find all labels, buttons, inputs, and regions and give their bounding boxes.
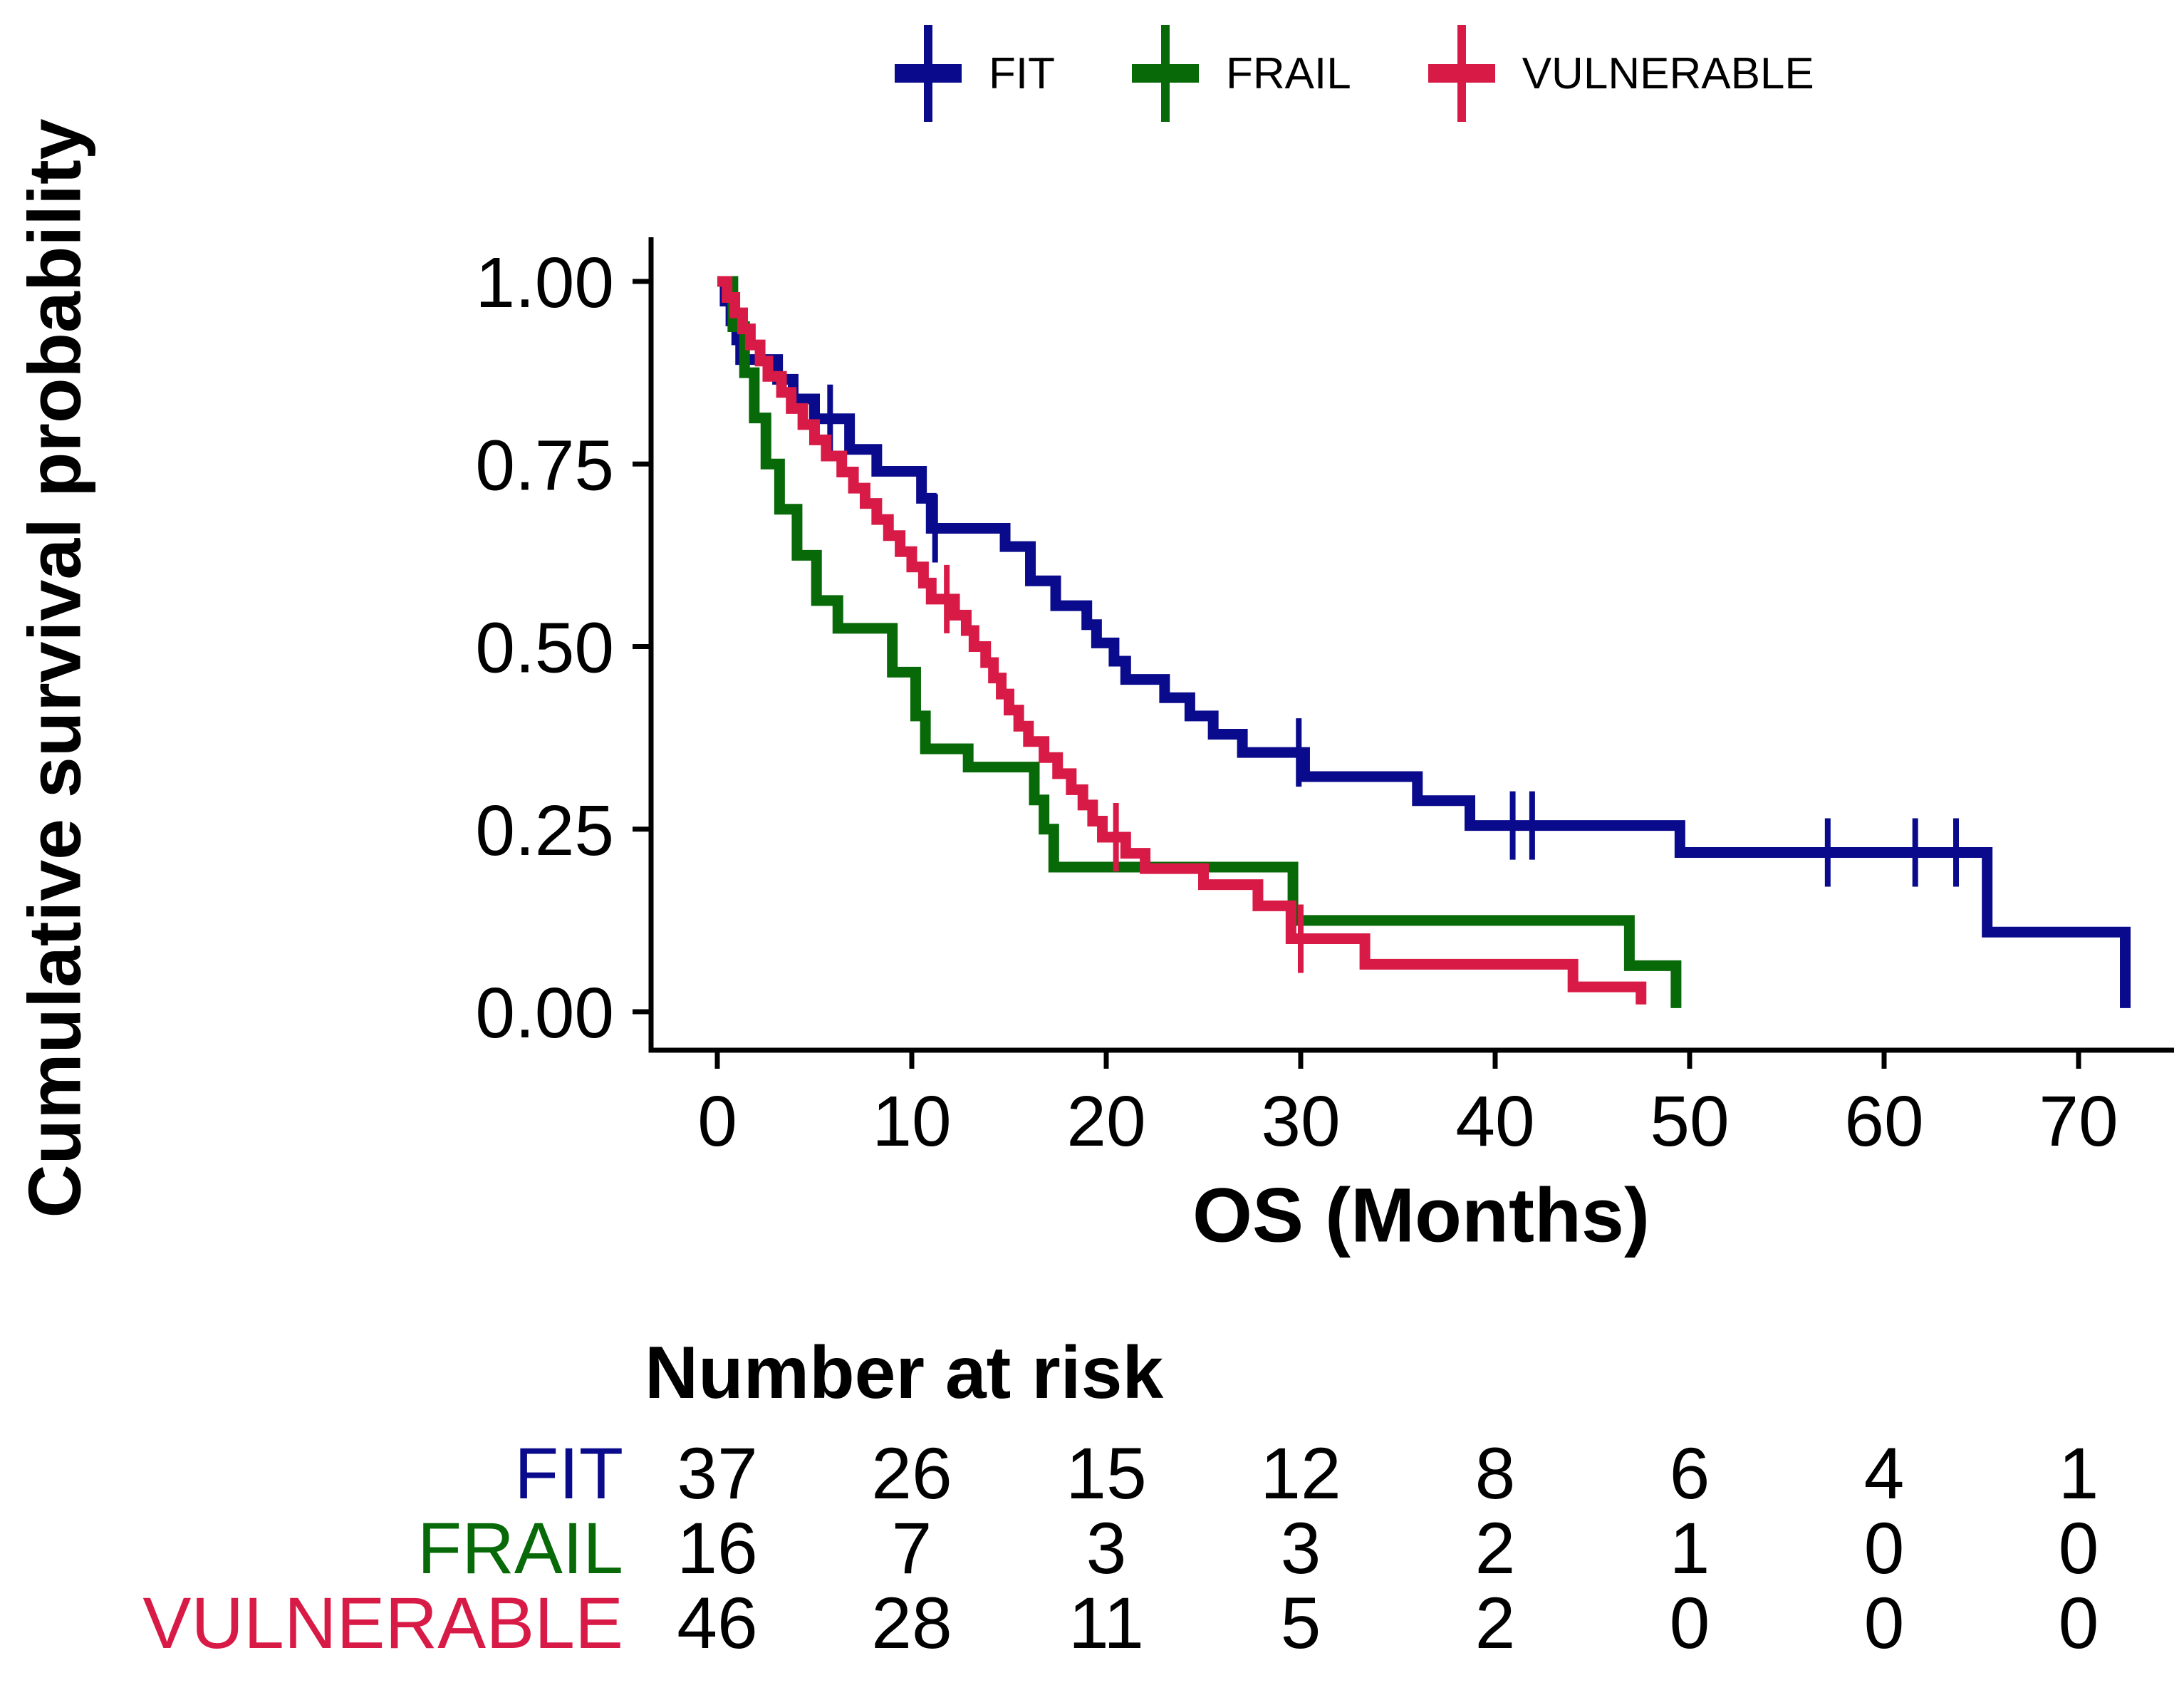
y-tick-label: 1.00 <box>475 243 614 323</box>
y-tick-label: 0.50 <box>475 608 614 688</box>
risk-row-label: FRAIL <box>417 1508 623 1589</box>
risk-count: 16 <box>677 1508 758 1589</box>
x-axis-title: OS (Months) <box>1192 1171 1650 1258</box>
risk-count: 46 <box>677 1582 758 1664</box>
censor-plus-icon <box>895 25 962 122</box>
risk-table-title: Number at risk <box>645 1332 1164 1414</box>
legend-label-frail: FRAIL <box>1225 48 1351 98</box>
legend-label-vulnerable: VULNERABLE <box>1522 48 1814 98</box>
x-tick-label: 10 <box>872 1082 951 1161</box>
legend-marker-bar <box>895 64 962 83</box>
x-tick-label: 40 <box>1455 1082 1534 1161</box>
censor-plus-icon <box>1131 25 1199 122</box>
risk-count: 0 <box>1669 1582 1710 1664</box>
x-tick-label: 0 <box>697 1082 737 1161</box>
risk-count: 0 <box>2058 1508 2099 1589</box>
risk-row-frail: FRAIL 16 7 3 3 2 1 0 0 <box>0 1507 2184 1589</box>
legend-item-fit: FIT <box>889 25 1055 122</box>
risk-count: 1 <box>2058 1433 2099 1514</box>
risk-count: 0 <box>1863 1508 1905 1589</box>
risk-count: 37 <box>677 1433 758 1514</box>
risk-row-label: VULNERABLE <box>142 1582 623 1664</box>
risk-count: 2 <box>1475 1582 1516 1664</box>
risk-count: 12 <box>1260 1433 1341 1514</box>
risk-count: 5 <box>1280 1582 1321 1664</box>
legend-marker-bar <box>1131 64 1199 83</box>
km-curve-fit <box>717 276 2131 1008</box>
risk-count: 8 <box>1475 1433 1516 1514</box>
y-tick-label: 0.75 <box>475 425 614 505</box>
risk-row-vulnerable: VULNERABLE 46 28 11 5 2 0 0 0 <box>0 1582 2184 1664</box>
legend-label-fit: FIT <box>989 48 1055 98</box>
risk-count: 6 <box>1669 1433 1710 1514</box>
risk-count: 3 <box>1086 1508 1127 1589</box>
risk-row-label: FIT <box>514 1433 623 1514</box>
risk-count: 0 <box>1863 1582 1905 1664</box>
risk-count: 3 <box>1280 1508 1321 1589</box>
x-tick-label: 70 <box>2039 1082 2118 1161</box>
x-tick-label: 30 <box>1261 1082 1340 1161</box>
legend-marker-bar <box>1428 64 1495 83</box>
risk-count: 0 <box>2058 1582 2099 1664</box>
x-tick-label: 60 <box>1844 1082 1923 1161</box>
x-tick-label: 50 <box>1650 1082 1729 1161</box>
risk-count: 15 <box>1066 1433 1147 1514</box>
censor-plus-icon <box>1428 25 1495 122</box>
km-curve-vulnerable <box>717 276 1647 1005</box>
risk-row-fit: FIT 37 26 15 12 8 6 4 1 <box>0 1432 2184 1514</box>
risk-count: 1 <box>1669 1508 1710 1589</box>
risk-count: 7 <box>891 1508 932 1589</box>
risk-count: 11 <box>1068 1582 1144 1664</box>
x-tick-label: 20 <box>1066 1082 1145 1161</box>
y-tick-label: 0.00 <box>475 973 614 1053</box>
risk-count: 26 <box>871 1433 952 1514</box>
km-curve-frail <box>717 276 1682 1008</box>
risk-count: 2 <box>1475 1508 1516 1589</box>
y-tick-label: 0.25 <box>475 791 614 871</box>
legend-item-vulnerable: VULNERABLE <box>1423 25 1814 122</box>
legend: FIT FRAIL VULNERABLE <box>889 25 1814 122</box>
risk-count: 4 <box>1863 1433 1905 1514</box>
risk-count: 28 <box>871 1582 952 1664</box>
legend-item-frail: FRAIL <box>1126 25 1351 122</box>
